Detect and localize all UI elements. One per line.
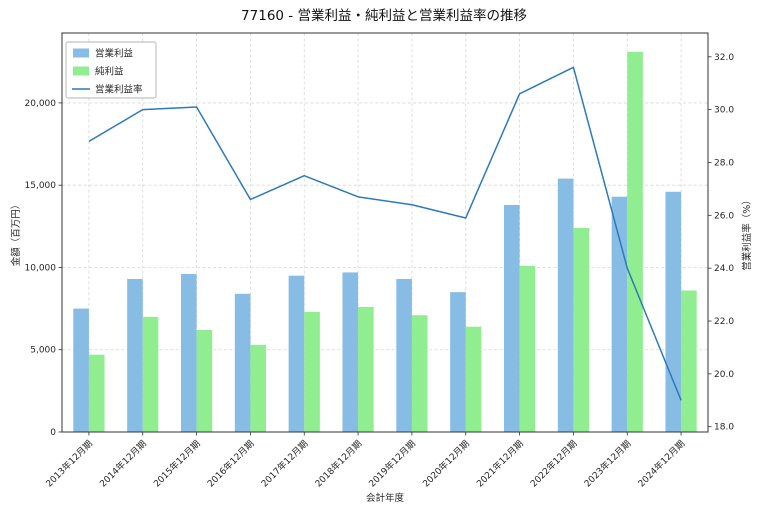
y-tick-label-right: 30.0 [714, 106, 734, 116]
bar-series-net-profit [88, 51, 697, 433]
bar [142, 316, 159, 432]
bar [304, 311, 320, 432]
y-tick-label-right: 22.0 [714, 317, 734, 327]
bar [627, 51, 643, 433]
bar [358, 306, 374, 432]
bar [519, 265, 536, 432]
bar [180, 274, 197, 432]
legend-swatch-operating-profit [73, 48, 89, 58]
legend: 営業利益 純利益 営業利益率 [65, 41, 157, 99]
bar [573, 227, 590, 432]
y-axis-label-right: 営業利益率（%） [741, 195, 753, 271]
bar [557, 178, 574, 432]
line-operating-margin [88, 66, 682, 401]
bar [396, 278, 412, 432]
bar [681, 290, 697, 432]
bar [611, 196, 628, 432]
bar [342, 272, 359, 432]
bar [127, 278, 143, 432]
plot-border [61, 32, 709, 433]
bar [503, 204, 520, 432]
bar [288, 275, 305, 432]
line-layer [88, 66, 682, 401]
bar [73, 308, 89, 432]
y-tick-label-right: 20.0 [714, 370, 734, 380]
bar [465, 326, 482, 432]
y-tick-label-right: 18.0 [714, 423, 734, 433]
y-tick-label-left: 0 [50, 428, 56, 438]
bar [411, 315, 428, 432]
y-tick-label-right: 32.0 [714, 53, 734, 63]
x-axis-label: 会計年度 [366, 492, 405, 504]
y-tick-label-right: 24.0 [714, 264, 734, 274]
bar [450, 292, 466, 432]
bar [234, 293, 251, 432]
bar [250, 344, 267, 432]
legend-label-operating-profit: 営業利益 [95, 48, 134, 60]
y-tick-label-left: 10,000 [25, 263, 57, 273]
bar [88, 354, 105, 432]
y-tick-label-left: 15,000 [25, 181, 57, 191]
legend-label-operating-margin: 営業利益率 [95, 84, 143, 96]
chart-title: 77160 - 営業利益・純利益と営業利益率の推移 [241, 7, 527, 24]
y-tick-label-right: 26.0 [714, 211, 734, 221]
y-axis-label-left: 金額（百万円） [10, 200, 22, 267]
y-tick-label-left: 5,000 [30, 346, 56, 356]
plot-border-layer [61, 32, 709, 433]
legend-swatch-net-profit [73, 66, 89, 76]
y-tick-label-left: 20,000 [25, 99, 57, 109]
y-tick-label-right: 28.0 [714, 158, 734, 168]
bar [196, 329, 213, 432]
legend-label-net-profit: 純利益 [95, 66, 124, 78]
